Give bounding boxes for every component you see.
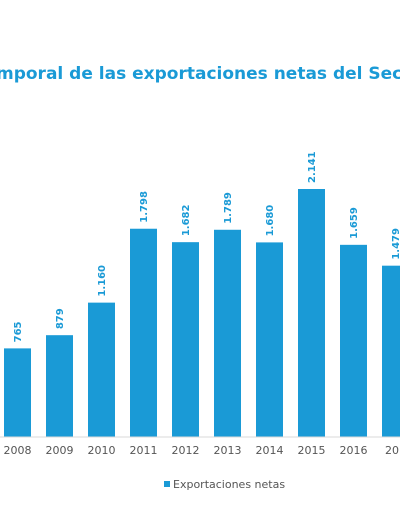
bar-2011 [130,228,157,437]
legend-swatch [164,481,170,487]
bar-2014 [256,242,283,437]
bar-value-label: 2.141 [307,151,318,183]
x-tick-label: 2013 [214,444,242,457]
x-axis: 2008 2009 2010 2011 2012 2013 2014 2015 2016 201 [4,444,400,457]
bar-2010 [88,302,115,437]
x-tick-label: 2010 [88,444,116,457]
x-tick-label: 2008 [4,444,32,457]
bar-201 [382,265,400,437]
bar-value-label: 1.659 [349,207,360,239]
legend: Exportaciones netas [164,478,285,491]
x-tick-label: 2016 [340,444,368,457]
bar-2008 [4,348,31,437]
bar-2015 [298,189,325,437]
bar-value-label: 1.160 [97,265,108,297]
x-tick-label: 2012 [172,444,200,457]
bar-2016 [340,244,367,437]
bar-value-label: 1.789 [223,192,234,224]
bar-2009 [46,335,73,437]
bar-value-label: 879 [55,308,66,329]
x-tick-label: 2009 [46,444,74,457]
bar-value-label: 1.682 [181,204,192,236]
value-labels-layer: 765 879 1.160 1.798 1.682 1.789 1.680 2.141 1.65… [13,151,400,342]
bar-value-label: 1.798 [139,191,150,223]
bar-value-label: 1.680 [265,205,276,237]
x-tick-label: 2014 [256,444,284,457]
legend-label: Exportaciones netas [173,478,285,491]
x-tick-label: 2011 [130,444,158,457]
bar-value-label: 1.479 [391,228,400,260]
bars-layer [4,189,400,437]
chart-title: mporal de las exportaciones netas del Se… [0,64,400,84]
x-tick-label: 2015 [298,444,326,457]
bar-2013 [214,229,241,437]
bar-value-label: 765 [13,321,24,342]
x-tick-label: 201 [385,444,400,457]
bar-2012 [172,242,199,437]
